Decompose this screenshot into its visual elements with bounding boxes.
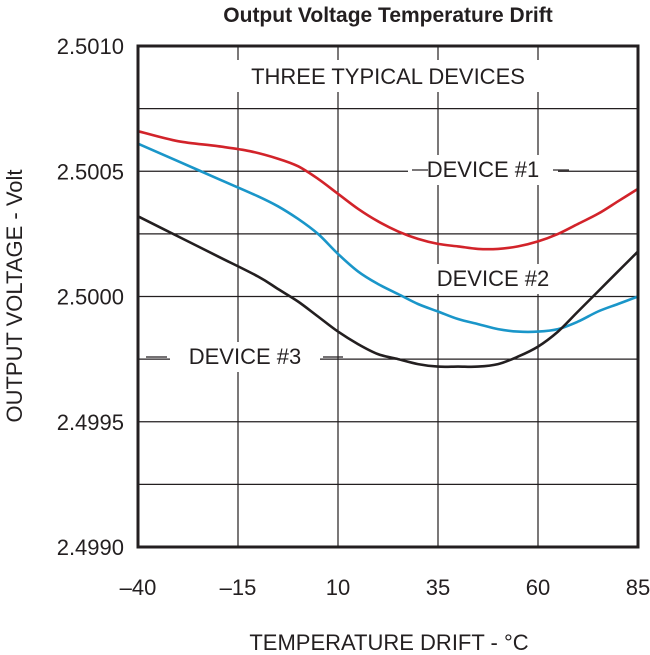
x-tick-label-3: 35	[426, 575, 450, 600]
annotations: THREE TYPICAL DEVICES DEVICE #1 DEVICE #2 D…	[146, 60, 569, 372]
x-tick-label-2: 10	[326, 575, 350, 600]
y-tick-label-1: 2.4995	[57, 410, 124, 435]
series-line-3	[136, 215, 640, 369]
x-axis-label: TEMPERATURE DRIFT - °C	[249, 630, 528, 655]
series-label-1: DEVICE #1	[427, 157, 540, 182]
series-layer	[136, 129, 640, 369]
series-label-2: DEVICE #2	[437, 266, 550, 291]
x-tick-label-0: –40	[120, 575, 157, 600]
series-label-bg-2	[418, 264, 568, 294]
series-label-3: DEVICE #3	[189, 344, 302, 369]
x-tick-label-5: 85	[626, 575, 650, 600]
y-tick-label-0: 2.4990	[57, 535, 124, 560]
series-label-bg-3	[170, 342, 320, 372]
plot-frame	[136, 44, 640, 549]
annotation-three-typical-devices: THREE TYPICAL DEVICES	[251, 64, 525, 89]
tick-labels: –40 –15 10 35 60 85 2.4990 2.4995 2.5000 2.5005 2.…	[57, 34, 650, 600]
y-axis-label: OUTPUT VOLTAGE - Volt	[2, 169, 27, 422]
grid	[137, 45, 639, 548]
x-tick-label-4: 60	[526, 575, 550, 600]
y-tick-label-4: 2.5010	[57, 34, 124, 59]
y-tick-label-2: 2.5000	[57, 285, 124, 310]
series-label-bg-1	[408, 155, 558, 185]
annotation-bg	[208, 60, 568, 92]
series-line-2	[136, 142, 640, 334]
series-line-1	[136, 129, 640, 251]
y-tick-label-3: 2.5005	[57, 159, 124, 184]
chart-title: Output Voltage Temperature Drift	[223, 4, 552, 27]
x-tick-label-1: –15	[220, 575, 257, 600]
